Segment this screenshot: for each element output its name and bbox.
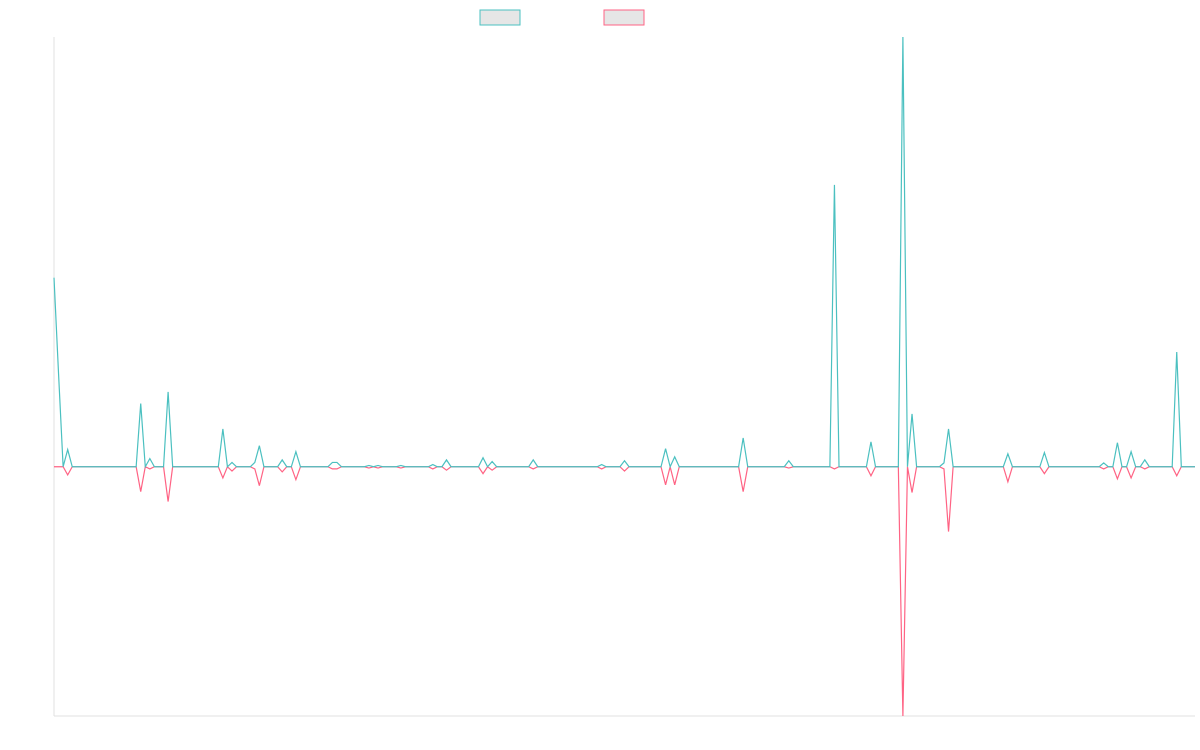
series-line	[53, 36, 1195, 469]
legend-swatch	[603, 9, 645, 26]
legend-swatch	[479, 9, 521, 26]
series-line	[54, 465, 1195, 717]
